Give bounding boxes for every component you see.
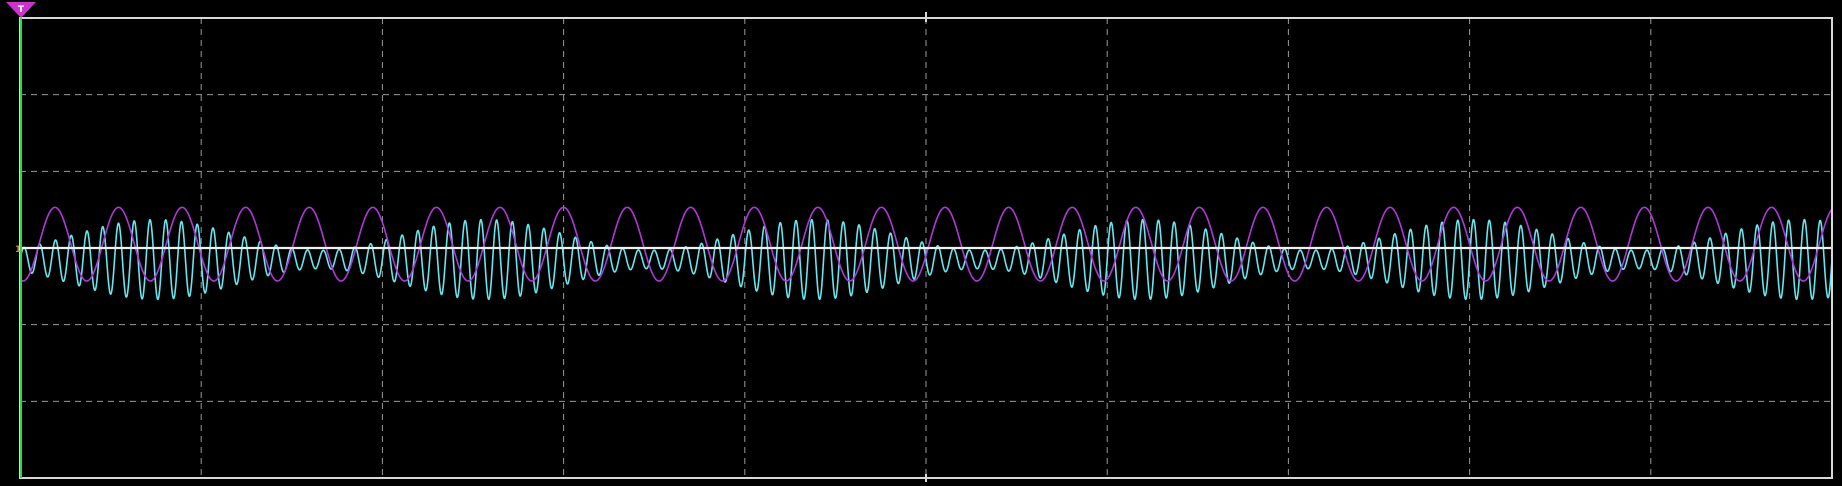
trigger-triangle-icon (6, 2, 36, 18)
traces (19, 206, 1833, 301)
trace-sine (19, 206, 1833, 282)
channel-1-label: 1 (15, 245, 21, 255)
trace-am-carrier (19, 218, 1833, 301)
trigger-label: T (18, 5, 25, 15)
trigger-position-marker[interactable]: T (6, 2, 36, 18)
channel-level-marker[interactable]: 1 (15, 245, 21, 255)
